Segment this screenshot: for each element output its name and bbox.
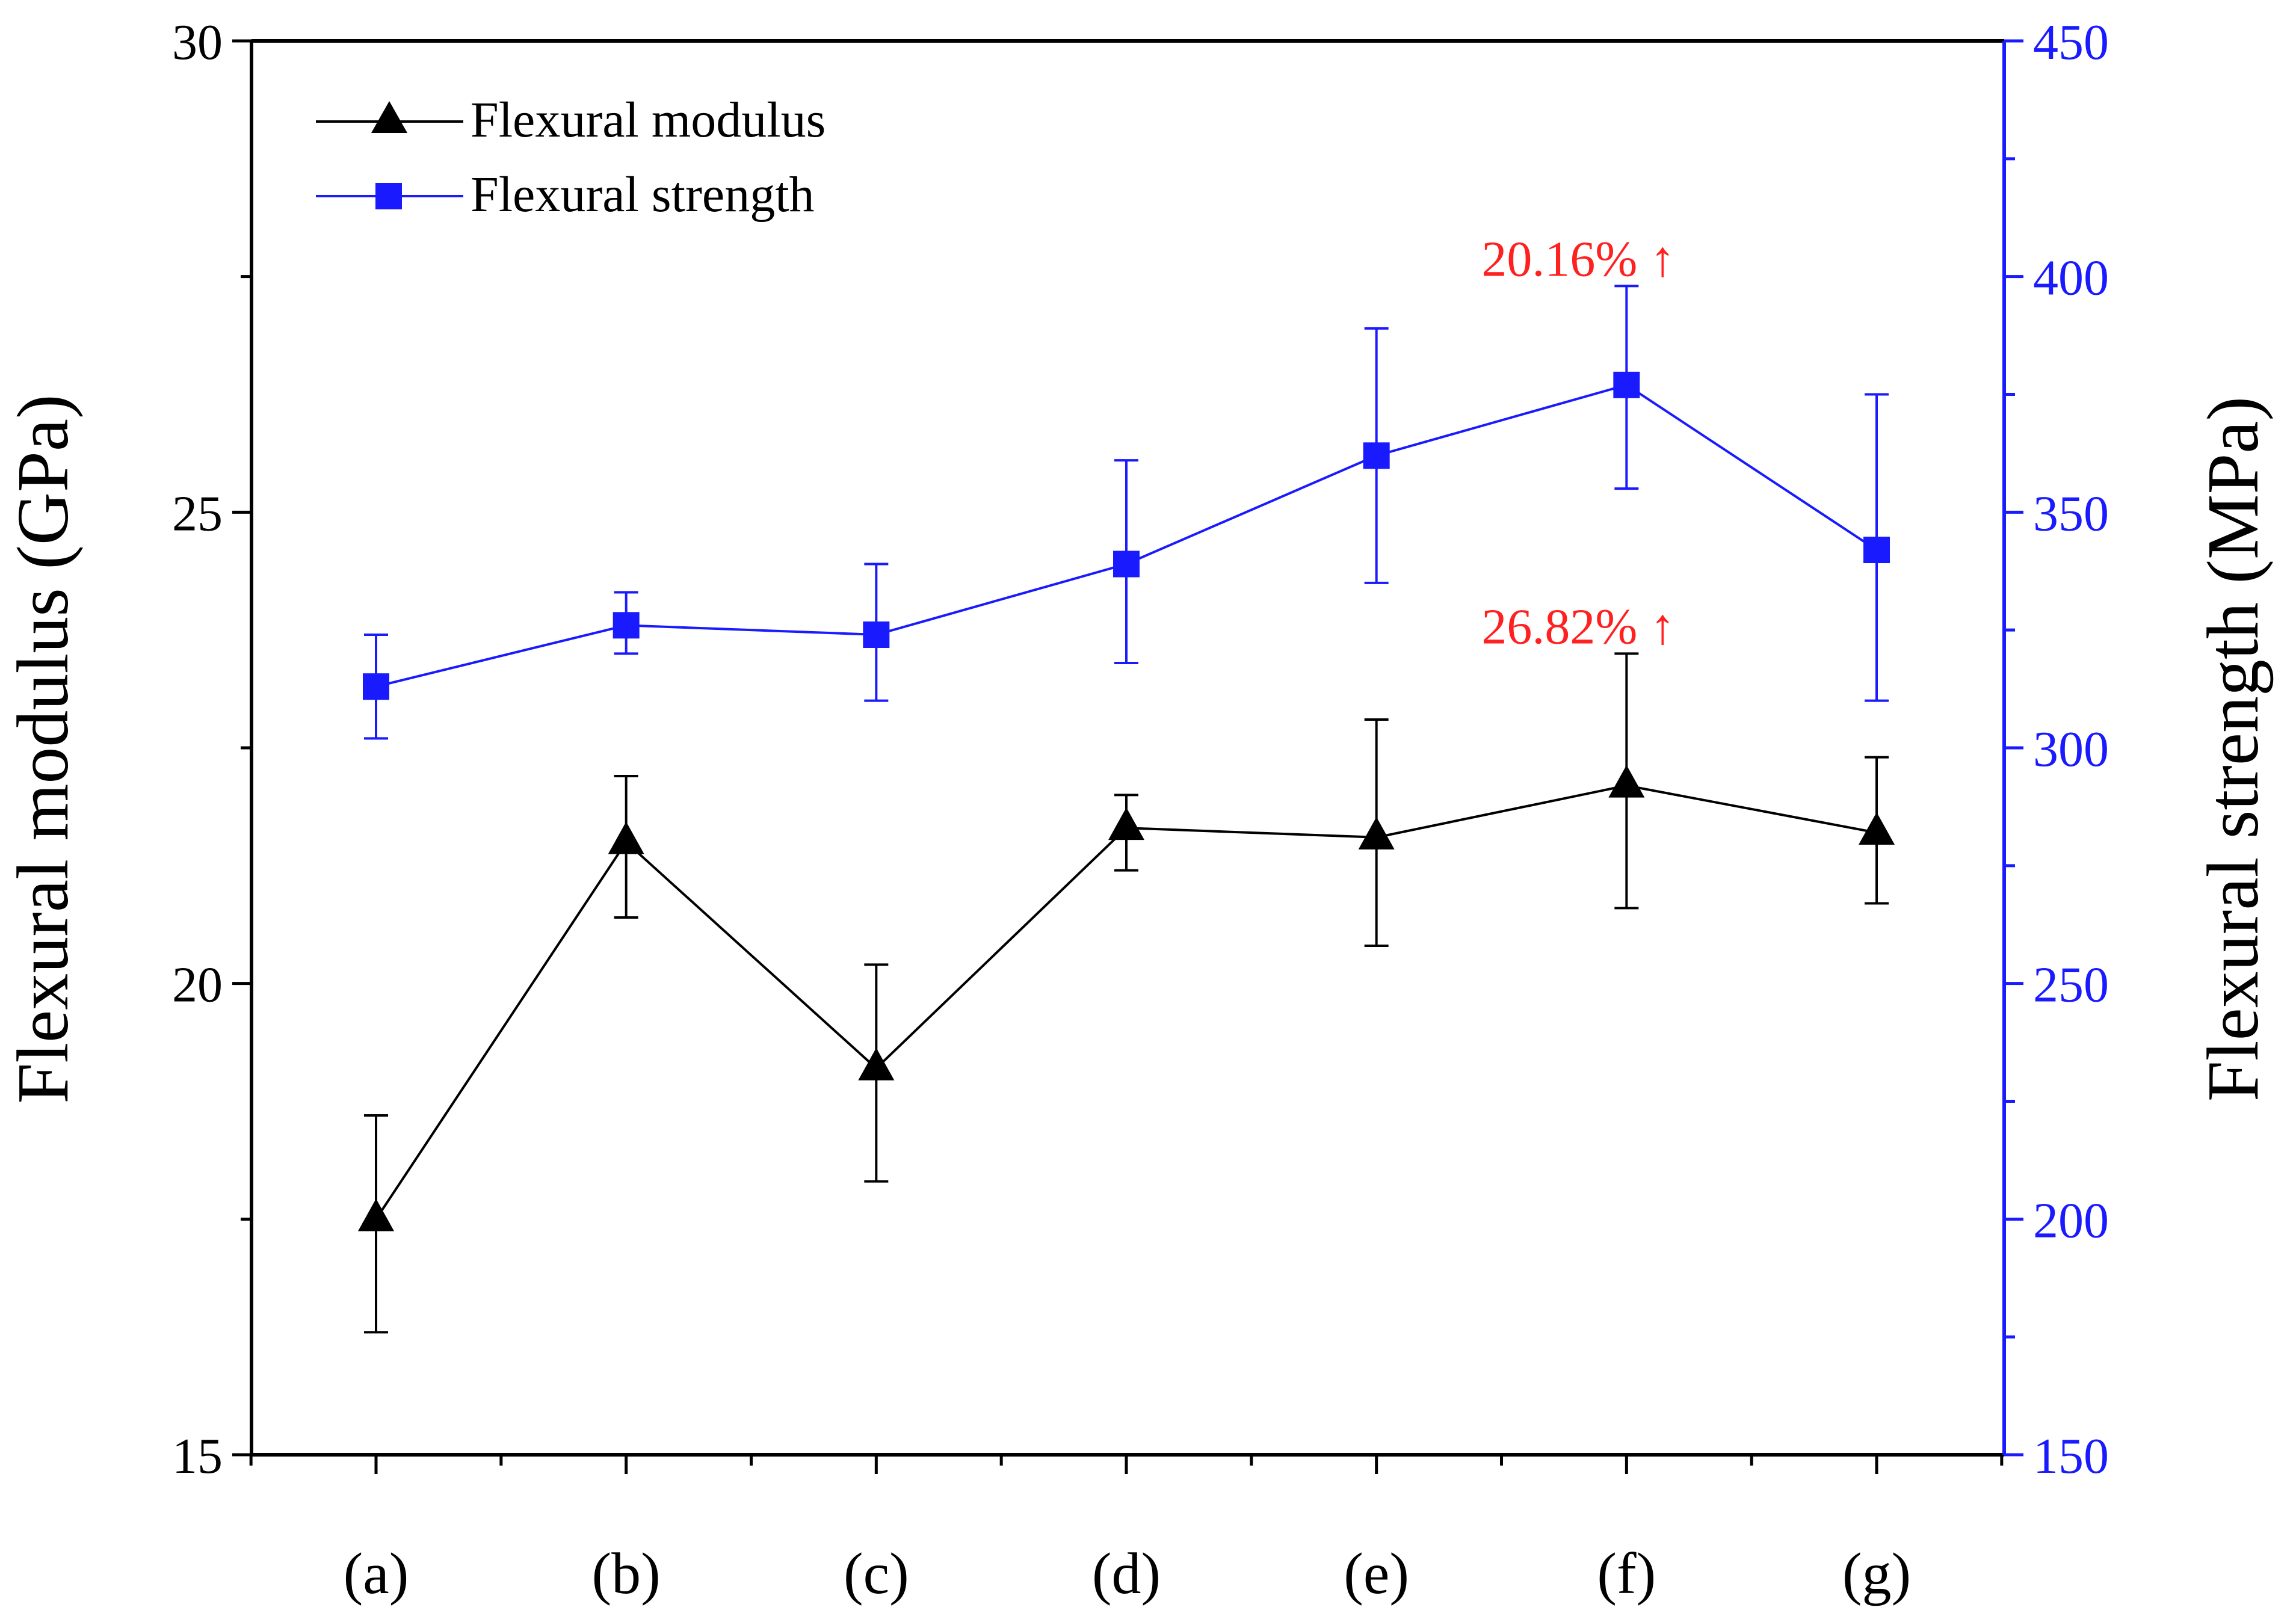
legend-marker-triangle xyxy=(371,101,407,133)
right-tick-label: 300 xyxy=(2033,721,2109,777)
data-point-flexural-modulus xyxy=(858,1047,895,1081)
right-tick-label: 350 xyxy=(2033,486,2109,541)
data-point-flexural-modulus xyxy=(608,821,644,854)
x-tick-label: (a) xyxy=(344,1541,409,1606)
data-point-flexural-strength xyxy=(613,612,640,639)
data-point-flexural-strength xyxy=(1613,371,1640,398)
legend-label-modulus: Flexural modulus xyxy=(471,92,826,148)
data-point-flexural-modulus xyxy=(1108,807,1145,840)
data-point-flexural-strength xyxy=(863,621,890,648)
left-tick-label: 30 xyxy=(172,14,223,70)
right-tick-label: 400 xyxy=(2033,250,2109,306)
series-flexural-strength xyxy=(363,285,1890,740)
series-layer xyxy=(358,285,1895,1334)
ticks-layer: 15 20 25 30 150 200 250 300 350 400 450 (a) (b) (c) (d… xyxy=(172,14,2109,1606)
right-tick-label: 150 xyxy=(2033,1428,2109,1484)
x-tick-label: (b) xyxy=(592,1541,661,1606)
right-tick-label: 450 xyxy=(2033,14,2109,70)
x-tick-label: (f) xyxy=(1597,1541,1656,1606)
data-point-flexural-modulus xyxy=(1859,812,1895,845)
data-point-flexural-strength xyxy=(1363,442,1390,469)
data-point-flexural-strength xyxy=(363,673,389,700)
series-flexural-modulus xyxy=(358,652,1895,1334)
right-tick-label: 200 xyxy=(2033,1192,2109,1248)
data-point-flexural-modulus xyxy=(358,1198,394,1232)
data-point-flexural-modulus xyxy=(1358,816,1395,850)
data-point-flexural-strength xyxy=(1113,550,1140,578)
x-tick-label: (d) xyxy=(1092,1541,1161,1606)
annotation-modulus-increase: 26.82% ↑ xyxy=(1481,599,1675,655)
legend: Flexural modulus Flexural strength xyxy=(316,92,826,223)
right-tick-label: 250 xyxy=(2033,957,2109,1013)
left-tick-label: 25 xyxy=(172,486,223,541)
left-axis-title: Flexural modulus (GPa) xyxy=(2,394,84,1103)
x-tick-label: (e) xyxy=(1344,1541,1409,1606)
x-tick-label: (c) xyxy=(844,1541,909,1606)
left-tick-label: 15 xyxy=(172,1428,223,1484)
data-point-flexural-strength xyxy=(1863,537,1890,563)
legend-marker-square xyxy=(375,183,402,209)
legend-label-strength: Flexural strength xyxy=(471,167,815,223)
left-tick-label: 20 xyxy=(172,957,223,1013)
data-point-flexural-modulus xyxy=(1608,765,1645,798)
x-tick-label: (g) xyxy=(1842,1541,1911,1606)
right-axis-title: Flexural strength (MPa) xyxy=(2193,396,2274,1102)
annotation-strength-increase: 20.16% ↑ xyxy=(1481,231,1675,287)
